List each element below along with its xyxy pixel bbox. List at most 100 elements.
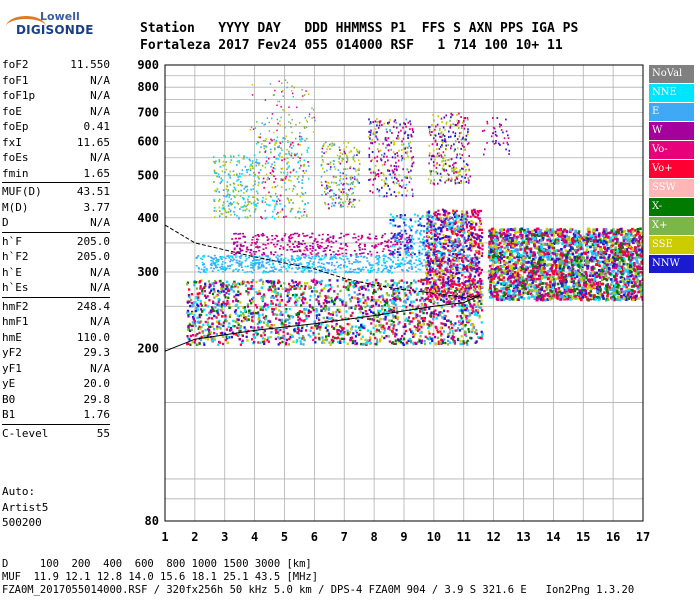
echo-point [360, 316, 364, 319]
echo-point [357, 304, 360, 307]
echo-point [454, 269, 457, 271]
echo-point [472, 326, 475, 330]
echo-point [479, 336, 482, 340]
echo-point [280, 318, 284, 322]
echo-point [399, 286, 402, 289]
echo-point [593, 259, 597, 263]
echo-point [605, 232, 608, 236]
echo-point [247, 314, 250, 318]
echo-point [202, 269, 205, 272]
echo-point [245, 290, 248, 293]
echo-point [202, 254, 205, 257]
echo-point [640, 282, 643, 285]
echo-point [271, 238, 274, 241]
echo-point [589, 271, 593, 275]
echo-point [489, 296, 493, 299]
echo-point [633, 264, 636, 267]
echo-point [356, 260, 359, 262]
echo-point [439, 311, 442, 314]
echo-point [464, 304, 467, 307]
echo-point [283, 260, 286, 262]
echo-point [549, 231, 553, 234]
echo-point [348, 293, 351, 297]
echo-point [517, 248, 520, 251]
echo-point [339, 315, 343, 318]
echo-point [524, 256, 527, 260]
echo-point [207, 333, 210, 336]
echo-point [436, 263, 439, 265]
echo-point [398, 321, 401, 324]
echo-point [574, 249, 577, 252]
echo-point [552, 252, 556, 256]
echo-point [318, 258, 321, 261]
echo-point [640, 285, 643, 289]
echo-point [297, 322, 300, 326]
echo-point [326, 245, 329, 247]
echo-point [292, 340, 295, 343]
param-value: 29.8 [83, 392, 111, 406]
echo-point [310, 279, 313, 282]
echo-point [203, 334, 206, 338]
echo-point [375, 299, 378, 302]
echo-point [364, 305, 367, 309]
echo-point [315, 281, 318, 284]
echo-point [361, 326, 364, 329]
echo-point [197, 296, 200, 299]
echo-point [259, 308, 262, 311]
echo-point [187, 327, 190, 330]
echo-point [306, 262, 309, 264]
echo-point [235, 237, 237, 240]
echo-point [206, 305, 209, 308]
echo-point [474, 305, 477, 308]
echo-point [298, 249, 301, 251]
echo-point [543, 233, 546, 237]
echo-point [392, 309, 395, 313]
echo-point [280, 266, 283, 269]
echo-point [410, 330, 413, 333]
echo-point [294, 271, 297, 274]
echo-point [332, 318, 335, 322]
echo-point [273, 271, 276, 273]
echo-point [418, 321, 421, 324]
echo-point [356, 293, 359, 296]
echo-point [256, 245, 259, 248]
echo-point [227, 265, 229, 267]
echo-point [460, 317, 463, 320]
echo-point [291, 293, 295, 297]
echo-point [220, 303, 224, 306]
echo-point [322, 263, 325, 265]
echo-point [266, 303, 269, 307]
echo-point [333, 290, 336, 293]
echo-point [249, 251, 252, 254]
echo-point [353, 271, 356, 274]
echo-point [223, 294, 226, 297]
echo-point [626, 252, 630, 255]
echo-point [370, 304, 373, 308]
echo-point [469, 257, 472, 259]
echo-point [388, 257, 391, 260]
echo-point [420, 309, 423, 313]
echo-point [624, 262, 628, 266]
echo-point [199, 299, 202, 303]
echo-point [188, 300, 191, 303]
echo-point [277, 332, 280, 335]
echo-point [527, 239, 530, 242]
echo-point [533, 235, 537, 238]
echo-point [308, 285, 311, 288]
echo-point [633, 236, 636, 239]
echo-point [366, 296, 369, 299]
echo-point [220, 305, 223, 308]
echo-point [193, 319, 196, 323]
echo-point [399, 238, 402, 240]
echo-point [602, 277, 606, 280]
echo-point [410, 301, 413, 304]
echo-point [237, 318, 240, 321]
echo-point [620, 265, 624, 269]
echo-point [224, 319, 227, 323]
echo-point [638, 280, 642, 283]
echo-point [419, 335, 422, 338]
echo-point [457, 303, 461, 306]
echo-point [432, 315, 435, 318]
echo-point [322, 316, 325, 320]
echo-point [370, 253, 373, 256]
